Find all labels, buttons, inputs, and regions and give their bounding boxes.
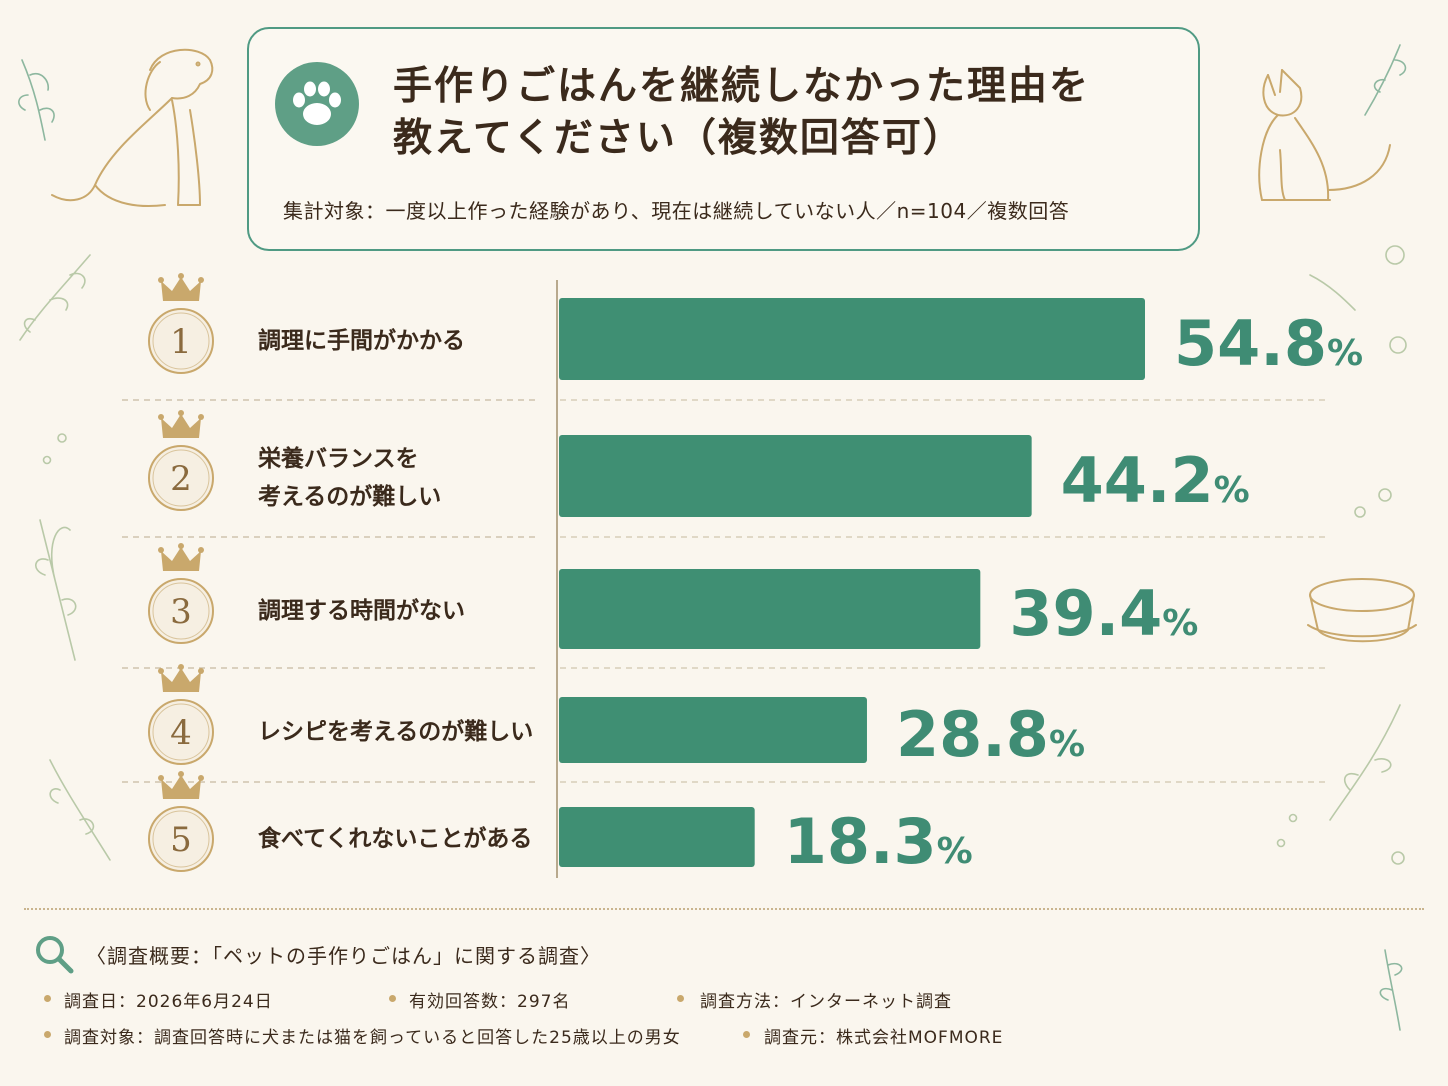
dog-illustration [51, 48, 214, 207]
row-dividers [122, 399, 1330, 783]
bullet-dot [389, 995, 396, 1002]
survey-date: 調査日：2026年6月24日 [64, 992, 273, 1012]
paw-icon [275, 62, 359, 146]
survey-source: 調査元：株式会社MOFMORE [764, 1028, 1004, 1048]
crown-jewel [158, 277, 164, 283]
survey-method: 調査方法：インターネット調査 [700, 992, 952, 1012]
value-label: 39.4% [1009, 577, 1198, 650]
rank-badge-inner [152, 810, 210, 868]
crown-jewel [198, 775, 204, 781]
valid-responses: 有効回答数：297名 [409, 992, 571, 1012]
rank-badge-inner [152, 703, 210, 761]
title-line-2: 教えてください（複数回答可） [393, 116, 964, 161]
crown-jewel [198, 668, 204, 674]
footer-separator [24, 908, 1424, 910]
chart-row: 3 調理する時間がない 39.4% [148, 543, 1198, 650]
subtitle: 集計対象：一度以上作った経験があり、現在は継続していない人／n=104／複数回答 [283, 199, 1070, 223]
chart-row: 1 調理に手間がかかる 54.8% [148, 273, 1363, 380]
crown-jewel [158, 668, 164, 674]
crown-jewel [198, 547, 204, 553]
crown-jewel [158, 775, 164, 781]
value-label: 18.3% [784, 805, 973, 878]
rank-number: 1 [170, 322, 192, 362]
chart-row: 4 レシピを考えるのが難しい 28.8% [148, 664, 1085, 771]
bar [559, 807, 755, 867]
category-label: レシピを考えるのが難しい [258, 718, 533, 745]
rank-number: 2 [170, 459, 192, 499]
category-label: 栄養バランスを [257, 445, 419, 472]
bullet-dot [743, 1031, 750, 1038]
crown-jewel [178, 771, 184, 777]
rank-number: 5 [170, 820, 192, 860]
bowl-illustration [1307, 578, 1417, 643]
header-box: 手作りごはんを継続しなかった理由を 教えてください（複数回答可） 集計対象：一度… [247, 27, 1200, 251]
rank-badge [148, 699, 214, 765]
crown-jewel [198, 277, 204, 283]
bar [559, 435, 1032, 517]
bullet-dot [44, 995, 51, 1002]
crown-icon [161, 547, 201, 571]
crown-jewel [158, 414, 164, 420]
rank-badge-inner [152, 312, 210, 370]
rank-badge-inner [152, 449, 210, 507]
category-label: 考えるのが難しい [258, 483, 441, 510]
title-line-1: 手作りごはんを継続しなかった理由を [393, 64, 1091, 109]
rank-number: 3 [170, 592, 192, 632]
crown-icon [161, 277, 201, 301]
chart-row: 5 食べてくれないことがある 18.3% [148, 771, 973, 878]
bar [559, 298, 1145, 380]
survey-target: 調査対象：調査回答時に犬または猫を飼っていると回答した25歳以上の男女 [64, 1028, 681, 1048]
crown-jewel [178, 273, 184, 279]
value-label: 28.8% [896, 698, 1085, 771]
crown-icon [161, 668, 201, 692]
rank-badge [148, 806, 214, 872]
crown-jewel [178, 543, 184, 549]
rank-badge [148, 578, 214, 644]
rank-badge-inner [152, 582, 210, 640]
rank-number: 4 [170, 713, 192, 753]
page-title: 手作りごはんを継続しなかった理由を 教えてください（複数回答可） [393, 61, 1183, 165]
search-icon [36, 936, 74, 974]
category-label: 食べてくれないことがある [258, 825, 532, 852]
crown-jewel [158, 547, 164, 553]
crown-icon [161, 414, 201, 438]
crown-jewel [198, 414, 204, 420]
crown-jewel [178, 410, 184, 416]
bar [559, 569, 981, 649]
crown-jewel [178, 664, 184, 670]
rank-badge [148, 445, 214, 511]
category-label: 調理する時間がない [258, 597, 465, 624]
cat-illustration [1258, 69, 1391, 201]
value-label: 54.8% [1174, 307, 1363, 380]
category-label: 調理に手間がかかる [258, 327, 465, 354]
bullet-dot [44, 1031, 51, 1038]
survey-title: 〈調査概要：「ペットの手作りごはん」に関する調査〉 [86, 944, 601, 968]
rank-badge [148, 308, 214, 374]
value-label: 44.2% [1061, 444, 1250, 517]
bar [559, 697, 867, 763]
bullet-dot [677, 995, 684, 1002]
crown-icon [161, 775, 201, 799]
